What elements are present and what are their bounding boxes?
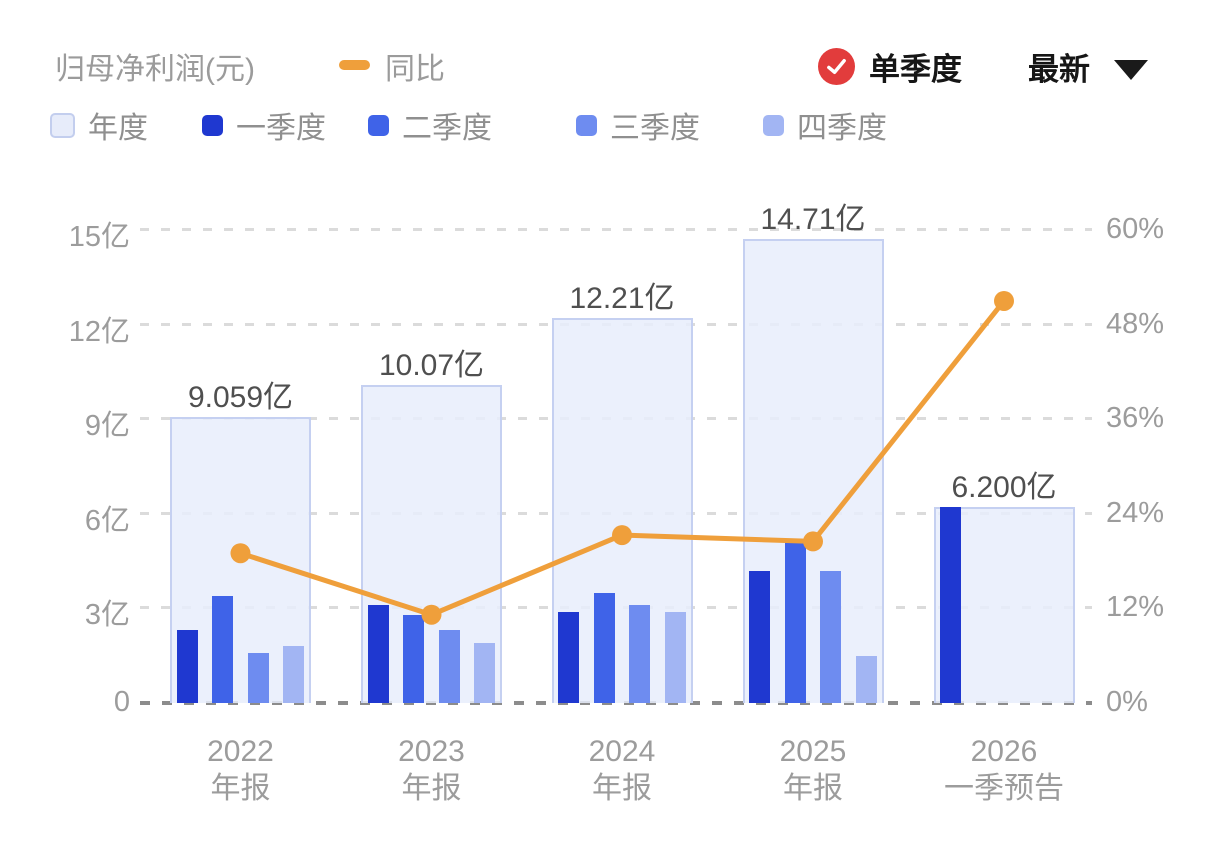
chevron-down-icon xyxy=(1114,59,1148,80)
quarter-bar-q3 xyxy=(247,652,269,703)
legend-item-q2: 二季度 xyxy=(368,103,492,147)
quarter-bar-q3 xyxy=(820,570,841,703)
single-quarter-toggle[interactable]: 单季度 xyxy=(818,44,962,89)
quarter-bar-q1 xyxy=(940,507,961,703)
left-axis-tick: 9亿 xyxy=(84,410,130,443)
quarter-bar-q2 xyxy=(212,595,233,703)
x-axis-label-line: 2024 xyxy=(588,735,656,768)
quarter-bar-q4 xyxy=(855,655,877,703)
quarter-bar-q3 xyxy=(438,630,460,703)
right-axis-tick: 36% xyxy=(1106,402,1165,435)
x-axis-label-line: 2023 xyxy=(398,735,465,768)
x-axis-label: 2022 年报 xyxy=(111,733,371,807)
quarter-bar-q4 xyxy=(283,646,304,703)
left-axis-tick: 0 xyxy=(113,686,130,718)
x-axis-label-line: 一季预告 xyxy=(944,772,1064,805)
yoy-point xyxy=(994,290,1014,311)
legend-swatch-icon xyxy=(202,114,223,136)
right-axis-tick: 48% xyxy=(1106,307,1165,340)
right-axis-tick: 0% xyxy=(1106,686,1148,718)
legend-swatch-icon xyxy=(763,114,784,136)
x-axis-label-line: 2025 xyxy=(779,735,847,768)
right-axis-tick: 24% xyxy=(1106,496,1165,529)
x-axis-label-line: 2022 xyxy=(207,735,274,768)
left-axis-tick: 3亿 xyxy=(84,599,130,632)
legend-item-q1: 一季度 xyxy=(202,103,326,147)
annual-value-label: 14.71亿 xyxy=(760,203,866,237)
quarter-bar-q1 xyxy=(176,630,198,703)
x-axis-label: 2026 一季预告 xyxy=(874,733,1134,807)
x-axis-label-line: 年报 xyxy=(401,772,462,805)
legend-label: 四季度 xyxy=(797,112,887,145)
legend-label: 一季度 xyxy=(236,112,326,145)
legend-item-q4: 四季度 xyxy=(763,103,887,147)
period-dropdown[interactable]: 最新 xyxy=(1028,44,1148,89)
annual-value-label: 6.200亿 xyxy=(951,471,1057,505)
yoy-line-legend-label: 同比 xyxy=(385,53,445,86)
check-circle-icon xyxy=(818,48,855,85)
annual-value-label: 12.21亿 xyxy=(569,281,675,315)
gridline xyxy=(140,228,1092,231)
single-quarter-label: 单季度 xyxy=(869,52,962,87)
chart-title: 归母净利润(元) xyxy=(55,53,255,86)
quarter-bar-q4 xyxy=(474,643,495,703)
quarter-bar-q2 xyxy=(403,614,424,703)
quarter-bar-q1 xyxy=(367,605,389,703)
quarter-bar-q2 xyxy=(784,542,806,703)
x-axis-label-line: 2026 xyxy=(970,735,1038,768)
legend-item-q3: 三季度 xyxy=(576,103,700,147)
legend-item-annual: 年度 xyxy=(50,103,148,147)
quarter-bar-q3 xyxy=(629,605,650,703)
right-axis-tick: 60% xyxy=(1106,213,1165,245)
x-axis-label-line: 年报 xyxy=(210,772,271,805)
quarter-bar-q1 xyxy=(558,611,579,703)
legend-swatch-icon xyxy=(50,112,75,138)
x-axis-label-line: 年报 xyxy=(783,772,843,805)
yoy-line-legend-swatch xyxy=(339,60,370,70)
quarter-bar-q4 xyxy=(664,611,686,703)
legend-label: 三季度 xyxy=(610,112,700,145)
axis-baseline xyxy=(140,701,1092,705)
x-axis-label: 2025 年报 xyxy=(683,733,943,807)
x-axis-label: 2024 年报 xyxy=(492,733,752,807)
left-axis-tick: 12亿 xyxy=(68,315,130,348)
legend-swatch-icon xyxy=(368,114,389,136)
quarter-bar-q2 xyxy=(593,592,615,703)
quarter-bar-q1 xyxy=(749,570,770,703)
legend-label: 二季度 xyxy=(402,112,492,145)
x-axis-label-line: 年报 xyxy=(592,772,652,805)
left-axis-tick: 15亿 xyxy=(68,221,130,253)
x-axis-label: 2023 年报 xyxy=(302,733,562,807)
period-dropdown-value: 最新 xyxy=(1028,52,1090,87)
legend-label: 年度 xyxy=(88,112,148,145)
right-axis-tick: 12% xyxy=(1106,591,1165,624)
legend-swatch-icon xyxy=(576,114,597,136)
annual-value-label: 10.07亿 xyxy=(378,349,485,383)
left-axis-tick: 6亿 xyxy=(84,504,130,537)
